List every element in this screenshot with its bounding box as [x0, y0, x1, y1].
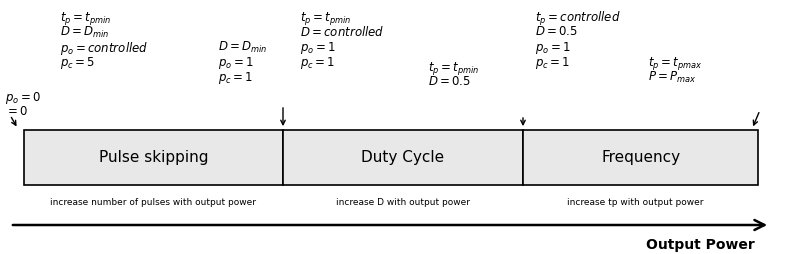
Text: $p_o = controlled$: $p_o = controlled$ [60, 40, 149, 57]
Text: $p_o = 1$: $p_o = 1$ [218, 55, 254, 71]
Text: increase D with output power: increase D with output power [336, 198, 470, 207]
Text: $p_o = 0$: $p_o = 0$ [5, 90, 41, 106]
Text: $p_c = 1$: $p_c = 1$ [535, 55, 570, 71]
Text: $p_c = 1$: $p_c = 1$ [218, 70, 253, 86]
Text: $t_p = t_{pmin}$: $t_p = t_{pmin}$ [300, 10, 351, 27]
Text: $D = D_{min}$: $D = D_{min}$ [218, 40, 267, 55]
Bar [24, 130, 283, 185]
Text: $= 0$: $= 0$ [5, 105, 28, 118]
Text: $D = 0.5$: $D = 0.5$ [535, 25, 578, 38]
Text: increase number of pulses with output power: increase number of pulses with output po… [50, 198, 256, 207]
Text: Pulse skipping: Pulse skipping [98, 150, 208, 165]
Text: $t_p = t_{pmax}$: $t_p = t_{pmax}$ [648, 55, 703, 72]
Text: $P = P_{max}$: $P = P_{max}$ [648, 70, 696, 85]
Text: $t_p = t_{pmin}$: $t_p = t_{pmin}$ [60, 10, 112, 27]
Text: $p_o = 1$: $p_o = 1$ [535, 40, 571, 56]
Text: $p_c = 1$: $p_c = 1$ [300, 55, 335, 71]
Text: $D = D_{min}$: $D = D_{min}$ [60, 25, 109, 40]
Text: $t_p = t_{pmin}$: $t_p = t_{pmin}$ [428, 60, 479, 77]
Bar [283, 130, 523, 185]
Text: increase tp with output power: increase tp with output power [567, 198, 703, 207]
Bar [523, 130, 758, 185]
Text: Frequency: Frequency [601, 150, 681, 165]
Text: $D = controlled$: $D = controlled$ [300, 25, 384, 39]
Text: $p_c = 5$: $p_c = 5$ [60, 55, 95, 71]
Text: $p_o = 1$: $p_o = 1$ [300, 40, 336, 56]
Text: Output Power: Output Power [646, 238, 755, 252]
Text: Duty Cycle: Duty Cycle [362, 150, 445, 165]
Text: $D = 0.5$: $D = 0.5$ [428, 75, 471, 88]
Text: $t_p = controlled$: $t_p = controlled$ [535, 10, 621, 28]
